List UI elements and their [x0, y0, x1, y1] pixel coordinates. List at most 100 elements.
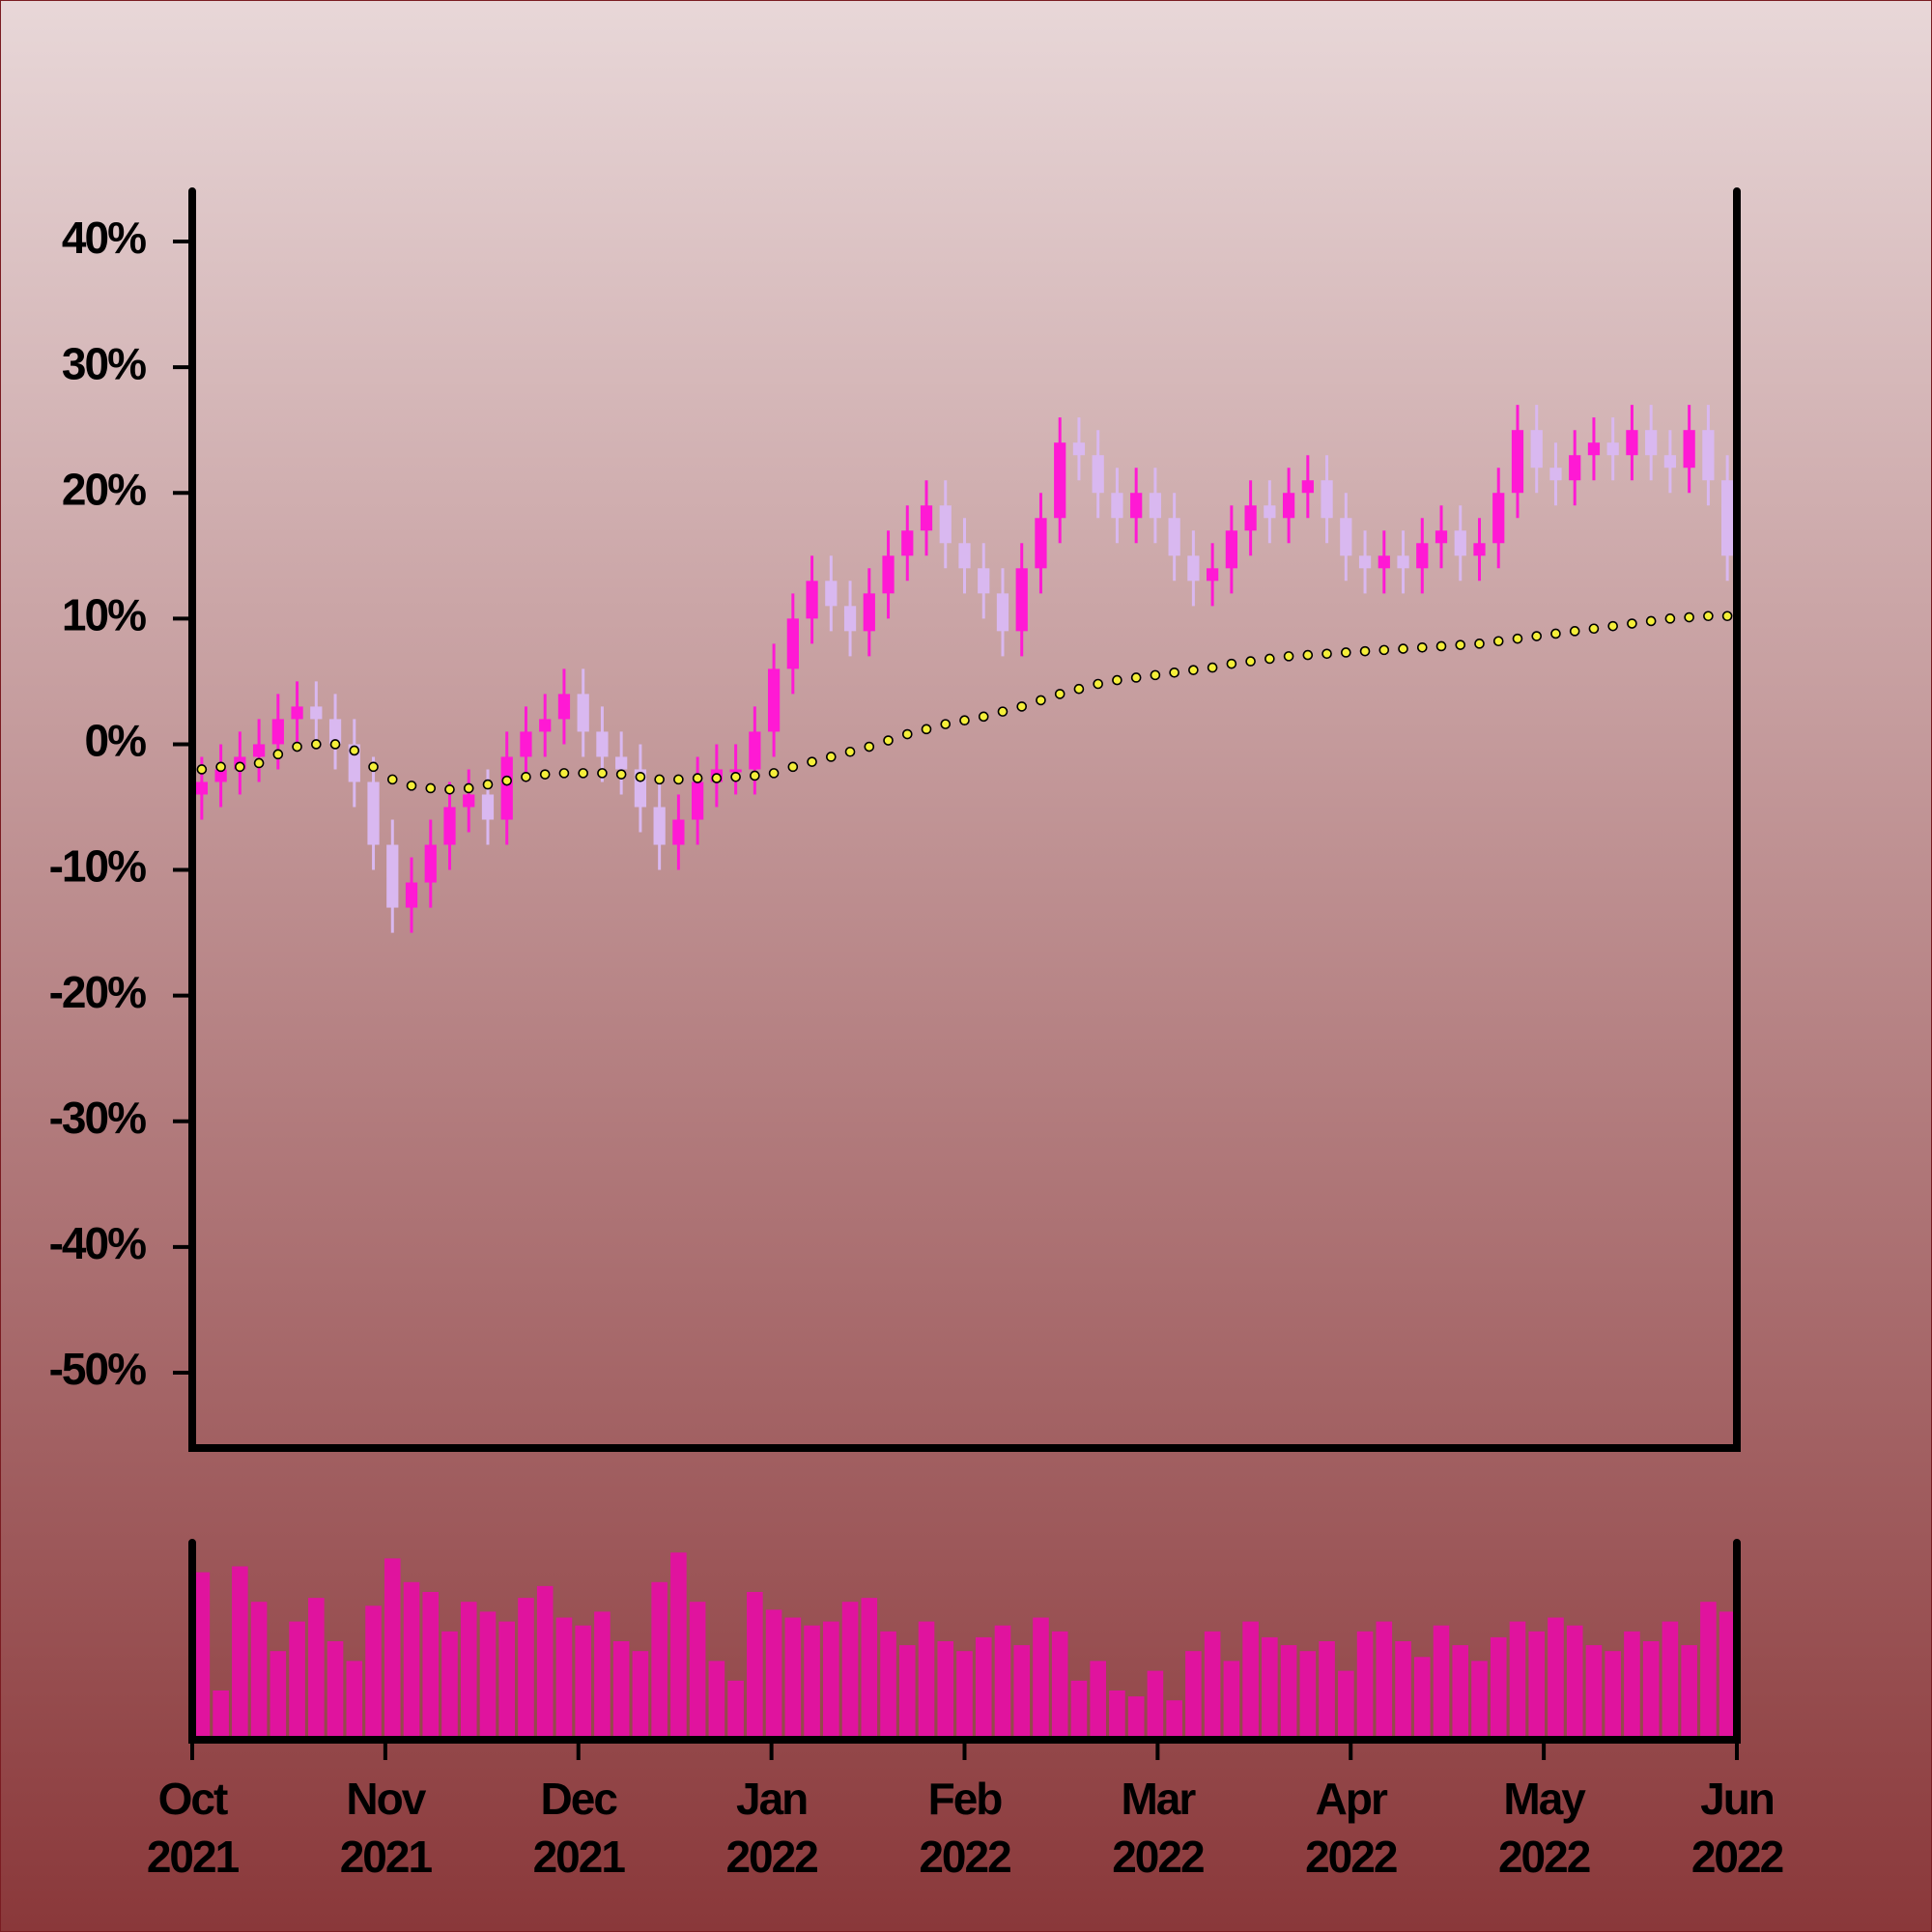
moving-average-point	[444, 783, 455, 795]
moving-average-point	[1188, 665, 1199, 675]
candle-body	[1511, 430, 1524, 494]
volume-bar	[1528, 1631, 1546, 1740]
volume-bar	[1605, 1651, 1621, 1740]
candle-body	[214, 769, 227, 782]
moving-average-point	[1474, 639, 1485, 649]
volume-bar	[994, 1625, 1011, 1740]
moving-average-point	[844, 746, 856, 757]
volume-bar	[937, 1641, 954, 1740]
candle-body	[252, 744, 266, 757]
candle-body	[195, 781, 208, 795]
volume-bar	[536, 1585, 554, 1740]
x-tick-label: Feb 2022	[919, 1774, 1010, 1882]
moving-average-point	[787, 761, 799, 773]
volume-bar	[384, 1558, 401, 1740]
moving-average-point	[615, 769, 627, 780]
moving-average-point	[1130, 672, 1142, 683]
moving-average-point	[196, 764, 208, 775]
candle-body	[1015, 568, 1028, 632]
volume-bar	[918, 1621, 935, 1740]
moving-average-point	[349, 745, 360, 756]
moving-average-point	[1054, 689, 1065, 699]
candle-body	[1130, 493, 1143, 519]
candle-body	[863, 593, 875, 632]
candle-body	[1168, 518, 1180, 556]
moving-average-point	[1093, 678, 1103, 690]
candle-body	[1569, 455, 1581, 481]
candle-body	[749, 731, 761, 770]
moving-average-point	[1341, 647, 1351, 658]
moving-average-point	[1016, 701, 1028, 712]
moving-average-point	[1245, 656, 1256, 667]
moving-average-point	[1703, 611, 1714, 622]
volume-bar	[1719, 1611, 1736, 1740]
volume-bar	[1051, 1631, 1068, 1740]
volume-bar	[880, 1631, 896, 1740]
candle-body	[958, 543, 971, 569]
volume-bar	[232, 1566, 248, 1740]
candle-body	[596, 731, 609, 757]
candle-body	[882, 555, 895, 594]
moving-average-point	[635, 771, 646, 782]
candle-body	[901, 530, 914, 556]
volume-bar	[1319, 1641, 1335, 1740]
candle-body	[672, 819, 685, 845]
volume-bar	[1624, 1631, 1640, 1740]
moving-average-point	[997, 706, 1009, 717]
moving-average-point	[1569, 626, 1580, 637]
candle-body	[1530, 430, 1543, 469]
x-tick-label: Apr 2022	[1305, 1774, 1397, 1882]
x-tick-label: Nov 2021	[340, 1774, 433, 1882]
volume-bar	[708, 1661, 725, 1740]
volume-bar	[403, 1581, 420, 1740]
volume-bar	[1070, 1680, 1088, 1740]
moving-average-point	[1226, 658, 1237, 669]
volume-bar	[1471, 1661, 1488, 1740]
moving-average-point	[482, 779, 494, 790]
volume-bar	[460, 1602, 477, 1740]
volume-bar	[670, 1552, 687, 1740]
moving-average-point	[730, 771, 741, 782]
moving-average-point	[501, 775, 513, 786]
candle-body	[843, 606, 857, 632]
candle-body	[520, 731, 532, 757]
volume-bar	[1185, 1651, 1202, 1740]
moving-average-point	[292, 741, 302, 753]
volume-bar	[1681, 1645, 1697, 1740]
candle-body	[1587, 442, 1601, 456]
moving-average-point	[768, 768, 780, 779]
candle-body	[539, 719, 552, 732]
plot	[193, 405, 1736, 1740]
candle-body	[1358, 555, 1372, 569]
y-tick-label: -30%	[49, 1093, 146, 1143]
moving-average-point	[1207, 662, 1218, 673]
candle-body	[291, 706, 303, 720]
volume-bar	[1509, 1621, 1526, 1740]
candle-body	[1378, 555, 1390, 569]
moving-average-point	[272, 749, 284, 760]
moving-average-point	[1627, 618, 1637, 629]
moving-average-point	[311, 739, 322, 750]
moving-average-point	[1283, 651, 1294, 662]
moving-average-point	[1321, 648, 1332, 660]
candle-body	[1149, 493, 1162, 519]
candle-body	[1454, 530, 1466, 556]
moving-average-point	[597, 768, 608, 779]
moving-average-point	[406, 781, 417, 791]
volume-bar	[308, 1598, 325, 1740]
candle-body	[729, 769, 742, 773]
candle-body	[1473, 543, 1486, 556]
volume-bar	[289, 1621, 305, 1740]
volume-bar	[1356, 1631, 1374, 1740]
volume-bar	[1299, 1651, 1317, 1740]
volume-bar	[784, 1617, 802, 1740]
moving-average-point	[826, 752, 837, 762]
moving-average-point	[692, 773, 703, 783]
moving-average-point	[578, 768, 588, 779]
moving-average-point	[978, 711, 989, 723]
volume-bar	[1262, 1636, 1278, 1740]
candle-body	[1035, 518, 1047, 569]
moving-average-point	[883, 735, 894, 746]
moving-average-point	[711, 773, 723, 783]
